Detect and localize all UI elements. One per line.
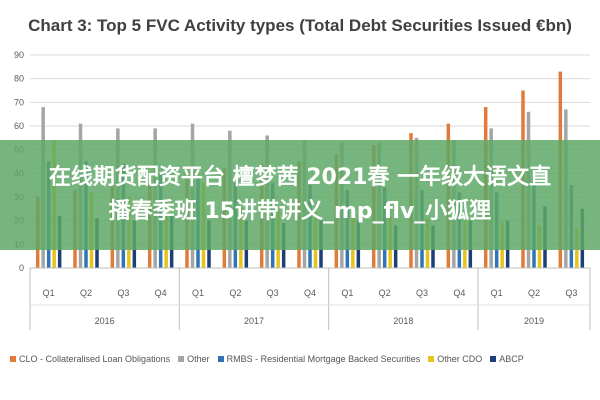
banner-line-1: 在线期货配资平台 檀梦茜 2021春 一年级大语文直 <box>48 165 552 190</box>
legend-item: CLO - Collateralised Loan Obligations <box>10 354 170 364</box>
legend-swatch <box>490 356 497 362</box>
legend-label: Other CDO <box>437 354 483 364</box>
legend-label: RMBS - Residential Mortgage Backed Secur… <box>226 354 421 364</box>
y-tick-label: 80 <box>14 74 24 84</box>
x-tick-label: Q4 <box>453 288 465 298</box>
x-tick-label: Q3 <box>416 288 428 298</box>
legend-swatch <box>178 356 185 362</box>
x-tick-label: Q2 <box>379 288 391 298</box>
x-tick-label: Q3 <box>117 288 129 298</box>
legend-label: Other <box>187 354 210 364</box>
x-tick-label: Q3 <box>267 288 279 298</box>
x-tick-label: Q3 <box>565 288 577 298</box>
legend-swatch <box>428 356 435 362</box>
x-group-label: 2019 <box>524 316 544 326</box>
banner-line-2: 播春季班 15讲带讲义_mp_flv_小狐狸 <box>108 199 492 224</box>
legend-item: Other CDO <box>428 354 482 364</box>
x-tick-label: Q1 <box>491 288 503 298</box>
x-group-label: 2016 <box>95 316 115 326</box>
chart-title: Chart 3: Top 5 FVC Activity types (Total… <box>28 16 572 35</box>
legend-item: RMBS - Residential Mortgage Backed Secur… <box>217 354 421 364</box>
y-tick-label: 70 <box>14 97 24 107</box>
chart-legend: CLO - Collateralised Loan Obligations Oth… <box>10 351 600 367</box>
y-tick-label: 90 <box>14 50 24 60</box>
y-tick-label: 0 <box>19 263 24 273</box>
x-tick-label: Q4 <box>304 288 316 298</box>
legend-swatch <box>217 356 224 362</box>
legend-label: CLO - Collateralised Loan Obligations <box>19 354 171 364</box>
y-tick-label: 60 <box>14 121 24 131</box>
legend-item: ABCP <box>490 354 524 364</box>
x-tick-label: Q1 <box>43 288 55 298</box>
legend-swatch <box>10 356 16 362</box>
overlay-banner: 在线期货配资平台 檀梦茜 2021春 一年级大语文直 播春季班 15讲带讲义_m… <box>0 140 600 250</box>
x-tick-label: Q1 <box>192 288 204 298</box>
x-tick-label: Q1 <box>341 288 353 298</box>
legend-item: Other <box>178 354 210 364</box>
legend-label: ABCP <box>499 354 524 364</box>
x-group-label: 2018 <box>393 316 413 326</box>
x-tick-label: Q2 <box>229 288 241 298</box>
x-group-label: 2017 <box>244 316 264 326</box>
x-tick-label: Q4 <box>155 288 167 298</box>
x-tick-label: Q2 <box>528 288 540 298</box>
x-tick-label: Q2 <box>80 288 92 298</box>
